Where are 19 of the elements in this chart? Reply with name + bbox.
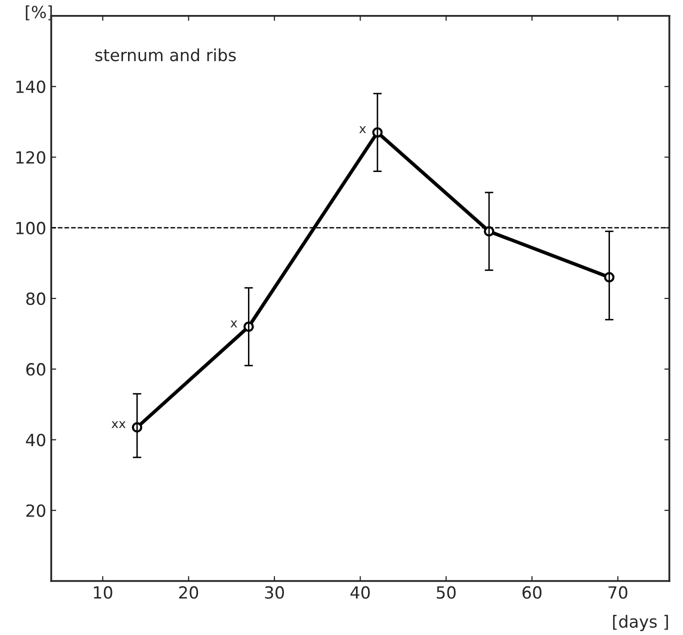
x-tick-label: 10	[94, 586, 112, 599]
x-tick-label: 70	[608, 586, 628, 599]
x-tick-label: 60	[522, 586, 542, 599]
y-tick-label: 60	[26, 363, 46, 376]
x-tick-label: 20	[179, 586, 198, 599]
annotation: x	[359, 126, 366, 134]
y-tick-label: 100	[16, 222, 46, 234]
y-tick-label: 20	[26, 504, 46, 517]
y-tick-label: 40	[26, 434, 46, 446]
x-tick-label: 40	[350, 586, 370, 599]
annotation: xx	[112, 421, 126, 428]
x-tick-label: 30	[265, 586, 284, 599]
y-tick-label: 120	[16, 151, 46, 164]
annotation: x	[230, 320, 238, 328]
x-axis-title: [days ]	[613, 614, 668, 632]
y-tick-label: 140	[16, 80, 46, 94]
annotation: sternum and ribs	[95, 48, 236, 62]
x-tick-label: 50	[436, 586, 456, 599]
y-tick-label: 80	[26, 292, 46, 306]
